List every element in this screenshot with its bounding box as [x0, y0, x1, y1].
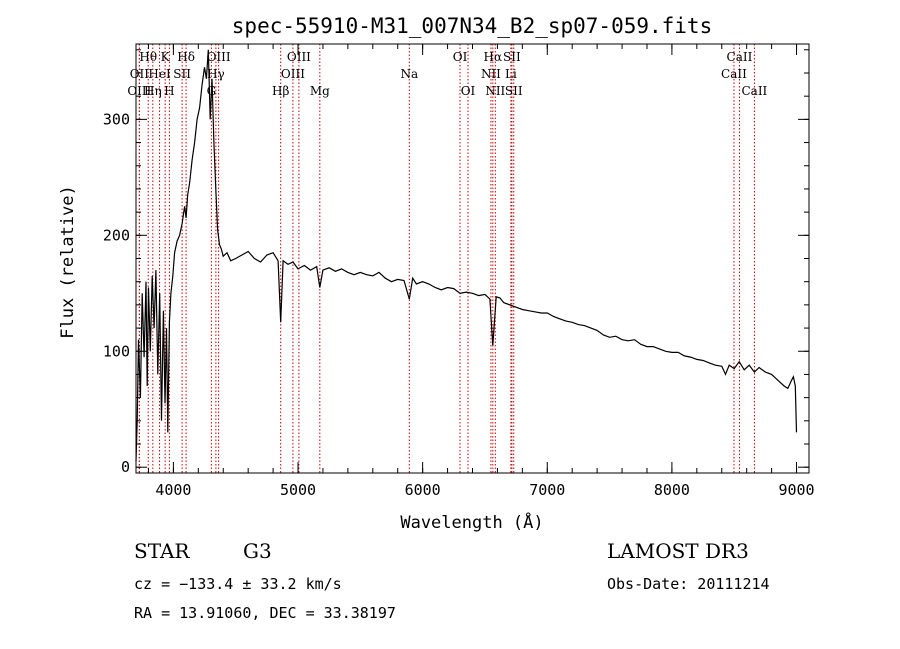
- plot-frame: [135, 43, 810, 474]
- spectral-line-label: Hα: [484, 50, 503, 64]
- y-tick-label: 0: [121, 458, 130, 476]
- spectral-line-label: Li: [505, 67, 517, 81]
- spectral-class: STAR: [134, 539, 190, 563]
- spectral-line-label: Hθ: [139, 50, 157, 64]
- spectral-line-label: OIII: [127, 84, 151, 98]
- spectral-line-label: Hγ: [207, 67, 225, 81]
- coordinates: RA = 13.91060, DEC = 33.38197: [134, 604, 396, 622]
- redshift-cz: cz = −133.4 ± 33.2 km/s: [134, 575, 342, 593]
- spectral-line-label: NII: [481, 67, 501, 81]
- x-axis-label: Wavelength (Å): [400, 511, 543, 533]
- observation-date: Obs-Date: 20111214: [607, 575, 770, 593]
- y-tick-label: 100: [103, 342, 130, 360]
- spectral-subclass: G3: [243, 539, 272, 563]
- chart-title: spec-55910-M31_007N34_B2_sp07-059.fits: [232, 14, 712, 38]
- spectral-line-label: SII: [505, 84, 523, 98]
- spectral-line-label: Hβ: [272, 84, 289, 98]
- spectral-line-label: Mg: [310, 84, 330, 98]
- spectral-line-label: OIII: [207, 50, 231, 64]
- x-tick-label: 5000: [280, 481, 316, 499]
- y-axis: 0 100 200 300: [103, 49, 809, 476]
- spectral-line-label: SII: [173, 67, 191, 81]
- spectrum-line: [135, 49, 798, 462]
- spectral-line-label: HeI: [148, 67, 171, 81]
- spectral-line-markers: [138, 44, 755, 473]
- spectral-line-label: Na: [400, 67, 418, 81]
- spectral-line-label: NII: [485, 84, 505, 98]
- spectral-line-label: OIII: [281, 67, 305, 81]
- y-axis-label: Flux (relative): [58, 185, 78, 339]
- y-tick-label: 300: [103, 110, 130, 128]
- spectral-line-label: OI: [453, 50, 468, 64]
- spectral-line-label: Hη: [144, 84, 162, 98]
- x-tick-label: 9000: [778, 481, 814, 499]
- x-tick-label: 7000: [529, 481, 565, 499]
- spectral-line-label: OII: [130, 67, 150, 81]
- spectral-line-label: H: [164, 84, 174, 98]
- x-tick-label: 8000: [654, 481, 690, 499]
- x-axis: 4000 5000 6000 7000 8000 9000: [147, 44, 815, 499]
- spectral-line-label: OI: [461, 84, 476, 98]
- spectral-line-label: CaII: [721, 67, 747, 81]
- spectral-line-label: Hδ: [177, 50, 195, 64]
- spectral-line-label: CaII: [741, 84, 767, 98]
- y-tick-label: 200: [103, 226, 130, 244]
- spectral-line-label: OIII: [287, 50, 311, 64]
- survey-name: LAMOST DR3: [607, 539, 749, 563]
- spectral-line-label: K: [161, 50, 171, 64]
- spectral-line-label: SII: [503, 50, 521, 64]
- spectral-line-label: CaII: [727, 50, 753, 64]
- x-tick-label: 6000: [405, 481, 441, 499]
- x-tick-label: 4000: [155, 481, 191, 499]
